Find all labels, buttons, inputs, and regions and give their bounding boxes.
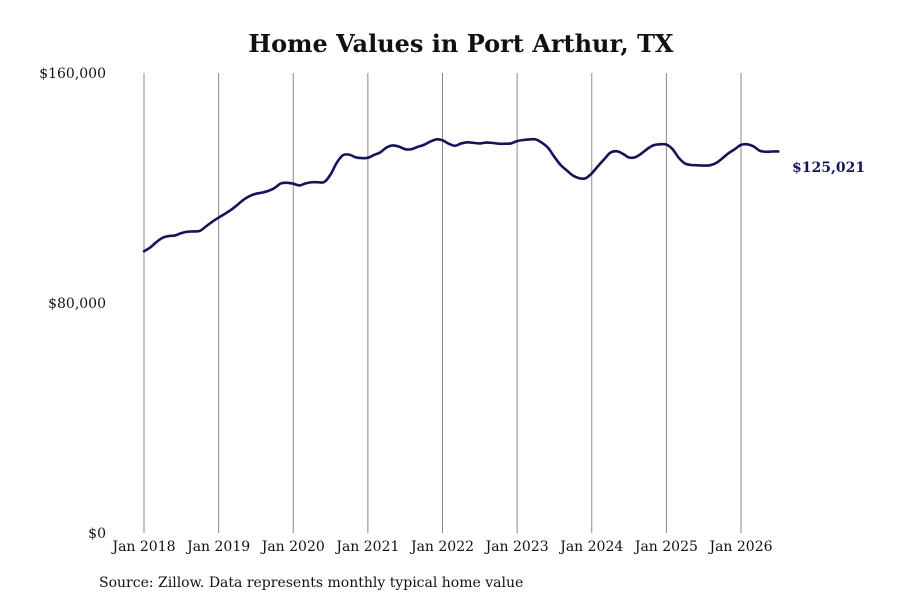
y-tick-label: $160,000	[39, 66, 106, 82]
source-note: Source: Zillow. Data represents monthly …	[99, 575, 523, 591]
series-line	[142, 137, 780, 253]
x-tick-label: Jan 2024	[558, 539, 623, 555]
x-tick-label: Jan 2026	[707, 539, 772, 555]
grid-lines	[143, 73, 742, 533]
x-tick-label: Jan 2019	[185, 539, 250, 555]
chart-title: Home Values in Port Arthur, TX	[248, 29, 674, 58]
x-tick-label: Jan 2022	[409, 539, 474, 555]
x-tick-label: Jan 2018	[110, 539, 175, 555]
y-tick-label: $0	[88, 526, 106, 542]
x-tick-label: Jan 2023	[484, 539, 549, 555]
y-tick-label: $80,000	[48, 296, 106, 312]
x-tick-label: Jan 2021	[334, 539, 399, 555]
end-value-label: $125,021	[792, 160, 865, 176]
x-axis-ticks: Jan 2018 Jan 2019 Jan 2020 Jan 2021 Jan 2022…	[110, 539, 772, 555]
y-axis-ticks: $0 $80,000 $160,000	[39, 66, 106, 542]
x-tick-label: Jan 2020	[260, 539, 325, 555]
x-tick-label: Jan 2025	[633, 539, 698, 555]
